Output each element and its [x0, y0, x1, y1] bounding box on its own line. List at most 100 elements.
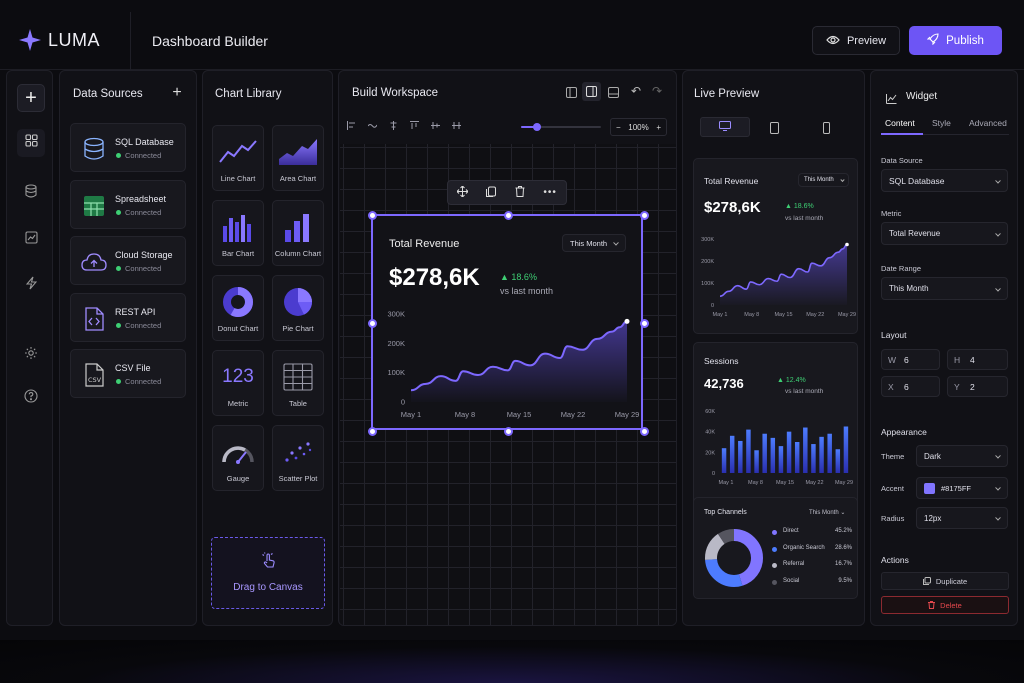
drag-to-canvas-zone[interactable]: Drag to Canvas	[211, 537, 325, 609]
zoom-in-icon[interactable]: +	[656, 122, 661, 132]
nav-dashboards[interactable]	[17, 129, 45, 157]
data-source-card[interactable]: SQL Database Connected	[70, 123, 186, 172]
nav-help[interactable]	[17, 384, 45, 412]
preview-revenue-value: $278,6K	[704, 199, 761, 216]
tab-content[interactable]: Content	[885, 118, 915, 128]
data-source-card[interactable]: REST API Connected	[70, 292, 186, 342]
widget-filter-value: This Month	[570, 238, 608, 248]
widget-filter-select[interactable]: This Month	[562, 234, 626, 252]
more-icon[interactable]: •••	[543, 187, 557, 198]
zoom-slider[interactable]	[521, 123, 601, 131]
zoom-control[interactable]: − 100% +	[610, 118, 667, 136]
chart-library-tile[interactable]: Bar Chart	[212, 200, 264, 266]
wave-icon[interactable]	[367, 117, 378, 135]
theme-select[interactable]: Dark	[916, 445, 1008, 467]
chart-library-tile[interactable]: 123 Metric	[212, 350, 264, 416]
page-title: Dashboard Builder	[152, 33, 268, 49]
background-glow	[0, 640, 1024, 683]
resize-handle[interactable]	[640, 319, 649, 328]
tab-advanced[interactable]: Advanced	[969, 118, 1007, 128]
layout-w-value: 6	[904, 354, 909, 365]
layout-split-icon[interactable]	[582, 82, 601, 101]
x-tick-label: May 15	[507, 410, 532, 419]
distribute-icon[interactable]	[452, 117, 461, 135]
chart-library-tile-label: Gauge	[226, 474, 250, 483]
metric-select[interactable]: Total Revenue	[881, 222, 1008, 245]
chart-library-tile[interactable]: Area Chart	[272, 125, 324, 191]
device-desktop-button[interactable]	[700, 117, 750, 137]
resize-handle[interactable]	[368, 211, 377, 220]
nav-charts[interactable]	[17, 226, 45, 254]
trash-icon[interactable]	[515, 184, 525, 202]
radius-select[interactable]: 12px	[916, 507, 1008, 529]
align-left-icon[interactable]	[347, 117, 356, 135]
chart-library-tile[interactable]: Donut Chart	[212, 275, 264, 341]
chart-library-tile[interactable]: Pie Chart	[272, 275, 324, 341]
bar	[721, 448, 727, 473]
zoom-value: 100%	[628, 122, 649, 132]
preview-sessions-value: 42,736	[704, 376, 744, 391]
preview-channels-filter[interactable]: This Month ⌄	[809, 510, 846, 516]
widget-settings-panel: Widget Content Style Advanced Data Sourc…	[870, 70, 1018, 626]
resize-handle[interactable]	[368, 427, 377, 436]
accent-select[interactable]: #8175FF	[916, 477, 1008, 499]
move-icon[interactable]	[456, 184, 469, 202]
radius-label: Radius	[881, 514, 905, 523]
chart-library-tile[interactable]: Column Chart	[272, 200, 324, 266]
date-range-select[interactable]: This Month	[881, 277, 1008, 300]
copy-icon[interactable]	[486, 184, 497, 202]
bar	[770, 437, 776, 473]
zoom-slider-knob[interactable]	[533, 123, 541, 131]
x-tick-label: May 22	[561, 410, 586, 419]
device-mobile-button[interactable]	[823, 121, 830, 139]
data-source-card[interactable]: Spreadsheet Connected	[70, 179, 186, 229]
donut-chart-icon	[213, 285, 263, 319]
redo-icon[interactable]: ↷	[652, 84, 663, 98]
resize-handle[interactable]	[504, 427, 513, 436]
resize-handle[interactable]	[640, 427, 649, 436]
align-middle-icon[interactable]	[431, 117, 440, 135]
delete-button[interactable]: Delete	[881, 596, 1009, 614]
chart-library-tile[interactable]: Table	[272, 350, 324, 416]
align-top-icon[interactable]	[410, 117, 419, 135]
nav-data[interactable]	[17, 179, 45, 207]
preview-revenue-card: Total Revenue This Month $278,6K ▲ 18.6%…	[693, 158, 858, 334]
duplicate-button[interactable]: Duplicate	[881, 572, 1009, 590]
data-source-card[interactable]: Cloud Storage Connected	[70, 236, 186, 285]
tab-style[interactable]: Style	[932, 118, 951, 128]
nav-add[interactable]: +	[17, 84, 45, 112]
preview-button[interactable]: Preview	[812, 26, 900, 55]
resize-handle[interactable]	[504, 211, 513, 220]
scatter-plot-icon	[273, 435, 323, 469]
data-source-card[interactable]: CSV CSV File Connected	[70, 349, 186, 398]
layout-single-icon[interactable]	[563, 84, 579, 100]
zoom-slider-fill	[521, 126, 537, 128]
data-sources-panel: Data Sources + SQL Database Connected Spre…	[59, 70, 197, 626]
data-source-select[interactable]: SQL Database	[881, 169, 1008, 192]
selected-widget[interactable]: Total Revenue This Month $278,6K ▲ 18.6%…	[371, 214, 643, 430]
resize-handle[interactable]	[368, 319, 377, 328]
chart-library-tile[interactable]: Line Chart	[212, 125, 264, 191]
resize-handle[interactable]	[640, 211, 649, 220]
legend-swatch	[772, 579, 777, 585]
code-file-icon	[81, 306, 107, 332]
publish-button[interactable]: Publish	[909, 26, 1002, 55]
align-center-icon[interactable]	[389, 117, 398, 135]
undo-icon[interactable]: ↶	[631, 84, 642, 98]
add-source-button[interactable]: +	[168, 84, 186, 102]
layout-bottom-icon[interactable]	[605, 84, 621, 100]
preview-sessions-delta: ▲ 12.4%	[777, 377, 806, 384]
zoom-out-icon[interactable]: −	[616, 122, 621, 132]
chart-library-tile[interactable]: Gauge	[212, 425, 264, 491]
nav-settings[interactable]	[17, 341, 45, 369]
device-tablet-button[interactable]	[770, 121, 779, 139]
plus-icon: +	[25, 87, 37, 109]
chart-library-tile[interactable]: Scatter Plot	[272, 425, 324, 491]
preview-revenue-filter[interactable]: This Month	[798, 173, 849, 187]
x-tick-label: May 15	[776, 480, 794, 486]
nav-automations[interactable]	[17, 271, 45, 299]
